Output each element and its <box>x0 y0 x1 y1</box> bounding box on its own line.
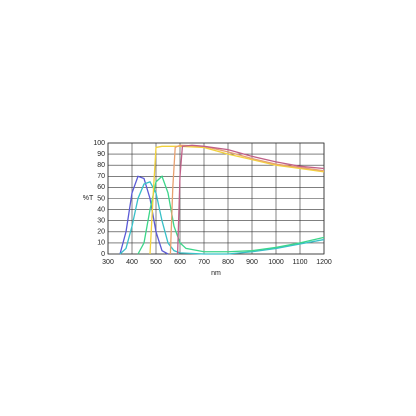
x-tick-label: 700 <box>198 259 210 266</box>
y-tick-label: 60 <box>97 184 105 191</box>
series-line <box>149 145 325 255</box>
x-tick-label: 1000 <box>268 259 284 266</box>
y-tick-label: 10 <box>97 240 105 247</box>
series-line <box>137 175 325 255</box>
x-tick-label: 800 <box>222 259 234 266</box>
x-tick-label: 600 <box>174 259 186 266</box>
series-line <box>176 144 325 255</box>
x-tick-label: 300 <box>102 259 114 266</box>
x-tick-label: 500 <box>150 259 162 266</box>
series-line <box>119 175 169 255</box>
y-tick-label: 90 <box>97 151 105 158</box>
y-tick-label: 0 <box>101 251 105 258</box>
x-axis-label: nm <box>211 270 221 277</box>
y-tick-label: 70 <box>97 173 105 180</box>
y-tick-label: 50 <box>97 195 105 202</box>
x-tick-label: 900 <box>246 259 258 266</box>
y-tick-label: 40 <box>97 206 105 213</box>
y-tick-label: 100 <box>93 140 105 147</box>
x-tick-label: 400 <box>126 259 138 266</box>
y-tick-label: 80 <box>97 162 105 169</box>
y-tick-label: 30 <box>97 218 105 225</box>
x-tick-label: 1200 <box>316 259 332 266</box>
x-tick-label: 1100 <box>292 259 307 266</box>
y-axis-label: %T <box>83 195 94 202</box>
y-tick-label: 20 <box>97 229 105 236</box>
series-line <box>119 181 325 255</box>
series-line <box>169 144 325 255</box>
